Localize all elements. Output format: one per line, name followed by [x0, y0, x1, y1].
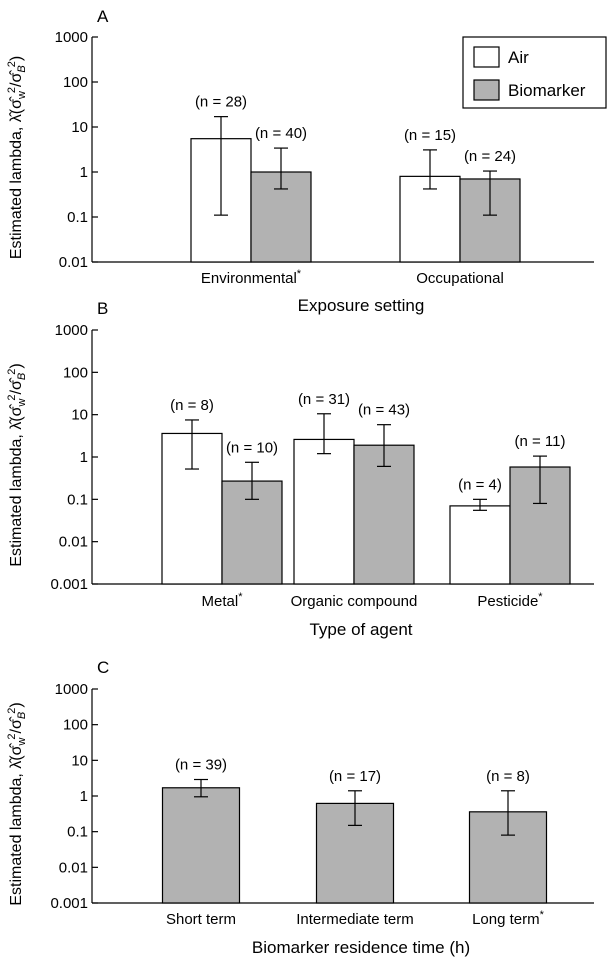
x-axis-title: Exposure setting — [298, 296, 425, 315]
n-label: (n = 43) — [358, 402, 410, 419]
y-tick-label: 0.1 — [67, 491, 88, 508]
y-axis-title: Estimated lambda, λ̂(σ̂w2/σ̂B2) — [6, 56, 28, 259]
n-label: (n = 10) — [226, 439, 278, 456]
n-label: (n = 11) — [515, 433, 566, 450]
n-label: (n = 4) — [458, 476, 502, 493]
error-bar — [473, 498, 487, 511]
y-tick-label: 100 — [63, 74, 88, 91]
n-label: (n = 40) — [255, 125, 307, 142]
error-bar — [483, 170, 497, 216]
y-tick-label: 1 — [80, 164, 88, 181]
y-tick-label: 10 — [71, 119, 88, 136]
n-label: (n = 8) — [170, 397, 214, 414]
error-bar — [214, 116, 228, 216]
bar-air — [399, 175, 461, 263]
y-tick-label: 1000 — [55, 29, 88, 46]
category-label: Occupational — [416, 270, 504, 287]
y-tick-label: 10 — [71, 407, 88, 424]
legend: Air Biomarker — [462, 36, 607, 109]
panel-letter: C — [97, 658, 109, 677]
legend-swatch-air — [473, 46, 500, 68]
y-axis-title: Estimated lambda, λ̂(σ̂w2/σ̂B2) — [6, 702, 28, 905]
n-label: (n = 24) — [464, 148, 516, 165]
category-label: Intermediate term — [296, 911, 414, 928]
y-axis-title: Estimated lambda, λ̂(σ̂w2/σ̂B2) — [6, 363, 28, 566]
error-bar — [194, 778, 208, 798]
y-tick-label: 0.001 — [50, 576, 88, 593]
y-tick-label: 0.01 — [59, 534, 88, 551]
legend-label: Air — [508, 48, 529, 67]
bar-biomarker — [161, 787, 241, 904]
panel-letter: A — [97, 7, 109, 26]
error-bar — [317, 413, 331, 455]
category-label: Organic compound — [291, 593, 418, 610]
error-bar — [245, 461, 259, 500]
y-tick-label: 1000 — [55, 322, 88, 339]
error-bar — [533, 455, 547, 505]
panel-c: C 0.001 0.01 0.1 1 10 100 1000 (n = 39) Short ter… — [6, 658, 594, 957]
significance-mark: * — [238, 591, 243, 603]
bar-air — [293, 438, 355, 585]
y-tick-label: 0.1 — [67, 209, 88, 226]
x-axis-title: Biomarker residence time (h) — [252, 938, 470, 957]
x-axis-title: Type of agent — [309, 620, 412, 639]
significance-mark: * — [538, 591, 543, 603]
error-bar — [423, 149, 437, 190]
n-label: (n = 31) — [298, 391, 350, 408]
error-bar — [501, 790, 515, 836]
y-tick-label: 1 — [80, 449, 88, 466]
category-label: Pesticide* — [477, 591, 543, 610]
y-tick-label: 0.01 — [59, 859, 88, 876]
n-label: (n = 15) — [404, 127, 456, 144]
y-tick-label: 1 — [80, 788, 88, 805]
y-tick-label: 100 — [63, 364, 88, 381]
n-label: (n = 39) — [175, 757, 227, 774]
n-label: (n = 8) — [486, 768, 530, 785]
bar-biomarker — [353, 444, 415, 585]
category-label: Metal* — [202, 591, 244, 610]
panel-b: B 0.001 0.01 0.1 1 10 100 1000 (n = 8) (n = 10) Me… — [6, 299, 594, 639]
significance-mark: * — [297, 268, 302, 280]
category-label: Short term — [166, 911, 236, 928]
bar-air — [449, 505, 511, 585]
n-label: (n = 28) — [195, 94, 247, 111]
significance-mark: * — [540, 909, 545, 921]
error-bar — [377, 424, 391, 467]
category-label: Environmental* — [201, 268, 302, 287]
legend-swatch-biomarker — [473, 79, 500, 101]
panel-a: A 0.01 0.1 1 10 100 1000 (n = 28) (n = 40) Enviro… — [6, 7, 594, 315]
error-bar — [348, 790, 362, 826]
y-tick-label: 0.001 — [50, 895, 88, 912]
y-tick-label: 0.01 — [59, 254, 88, 271]
error-bar — [274, 147, 288, 190]
error-bar — [185, 419, 199, 470]
y-tick-label: 0.1 — [67, 824, 88, 841]
panel-letter: B — [97, 299, 108, 318]
n-label: (n = 17) — [329, 768, 381, 785]
y-tick-label: 10 — [71, 752, 88, 769]
y-tick-label: 100 — [63, 717, 88, 734]
legend-label: Biomarker — [508, 81, 586, 100]
category-label: Long term* — [472, 909, 545, 928]
y-tick-label: 1000 — [55, 681, 88, 698]
